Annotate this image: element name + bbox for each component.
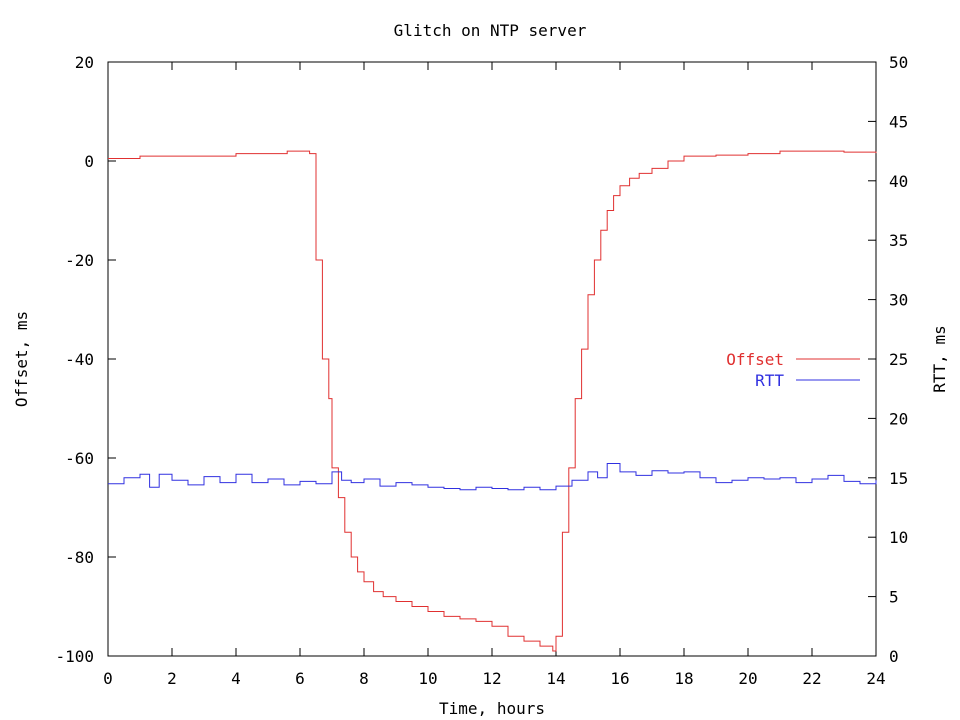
y-left-tick-label: 0: [84, 152, 94, 171]
x-tick-label: 2: [167, 669, 177, 688]
x-axis-tick-labels: 0 2 4 6 8 10 12 14 16 18 20 22 24: [103, 669, 885, 688]
x-tick-label: 14: [546, 669, 565, 688]
y-right-tick-label: 5: [889, 588, 899, 607]
x-axis-label: Time, hours: [439, 699, 545, 718]
y-left-tick-label: -100: [55, 647, 94, 666]
y-right-tick-label: 10: [889, 528, 908, 547]
y-right-tick-label: 45: [889, 112, 908, 131]
y-left-tick-label: -40: [65, 350, 94, 369]
y-right-tick-label: 0: [889, 647, 899, 666]
series-line-offset: [108, 150, 877, 652]
x-tick-label: 20: [738, 669, 757, 688]
x-tick-label: 22: [802, 669, 821, 688]
y-right-tick-label: 40: [889, 172, 908, 191]
chart-title: Glitch on NTP server: [394, 21, 587, 40]
y-right-tick-label: 50: [889, 53, 908, 72]
y-left-tick-label: -80: [65, 548, 94, 567]
x-tick-label: 6: [295, 669, 305, 688]
axis-ticks: [107, 61, 877, 657]
left-axis-label: Offset, ms: [12, 311, 31, 407]
y-right-tick-label: 30: [889, 291, 908, 310]
left-axis-tick-labels: 20 0 -20 -40 -60 -80 -100: [55, 53, 94, 666]
y-right-tick-label: 35: [889, 231, 908, 250]
y-right-tick-label: 20: [889, 409, 908, 428]
legend-label-rtt: RTT: [755, 371, 784, 390]
x-tick-label: 0: [103, 669, 113, 688]
y-left-tick-label: -20: [65, 251, 94, 270]
series-line-rtt: [108, 463, 877, 491]
chart-legend: Offset RTT: [726, 350, 860, 390]
x-tick-label: 8: [359, 669, 369, 688]
y-left-tick-label: 20: [75, 53, 94, 72]
x-tick-label: 12: [482, 669, 501, 688]
y-left-tick-label: -60: [65, 449, 94, 468]
y-right-tick-label: 15: [889, 469, 908, 488]
x-tick-label: 10: [418, 669, 437, 688]
x-tick-label: 18: [674, 669, 693, 688]
legend-label-offset: Offset: [726, 350, 784, 369]
chart-series: [108, 150, 877, 652]
y-right-tick-label: 25: [889, 350, 908, 369]
right-axis-label: RTT, ms: [930, 325, 949, 392]
x-tick-label: 24: [866, 669, 885, 688]
x-tick-label: 16: [610, 669, 629, 688]
x-tick-label: 4: [231, 669, 241, 688]
